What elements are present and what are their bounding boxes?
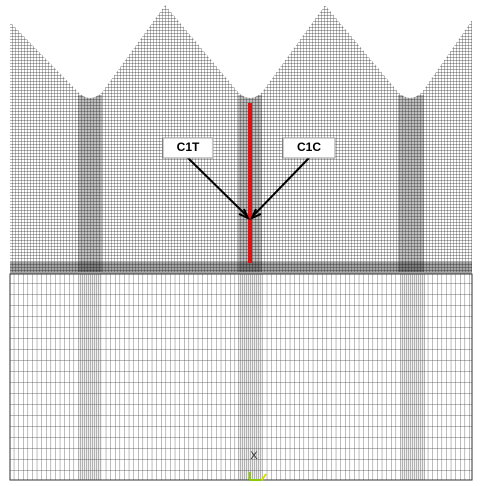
axis-marker: X — [250, 450, 258, 462]
mesh-view: C1T C1C X — [0, 0, 482, 486]
upper-mesh — [10, 0, 472, 274]
label-c1t: C1T — [177, 140, 200, 154]
lower-mesh — [10, 274, 472, 480]
label-c1c: C1C — [297, 140, 321, 154]
